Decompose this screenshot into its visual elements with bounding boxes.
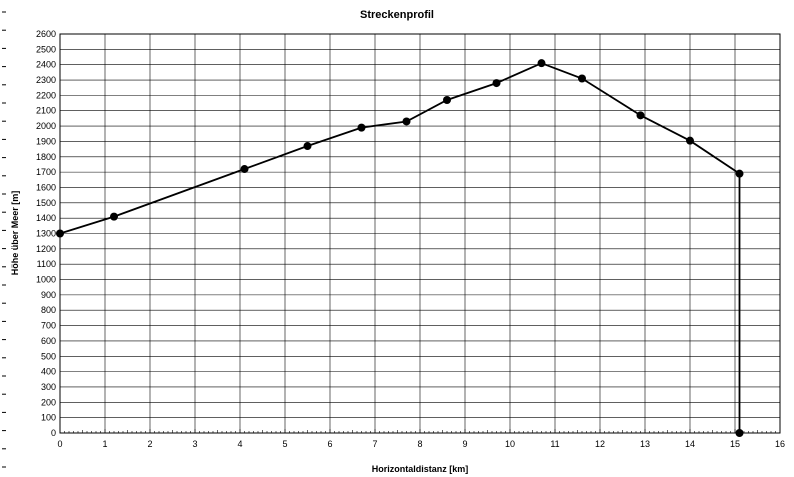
y-tick-label: 700 — [41, 321, 56, 331]
x-tick-label: 12 — [595, 439, 605, 449]
y-tick-label: 2400 — [36, 60, 56, 70]
y-tick-labels: 0 100 200 300 400 500 600 700 800 900 1000 1100 1200… — [36, 29, 56, 438]
series-line — [59, 62, 741, 433]
x-minor-ticks — [59, 429, 781, 433]
y-tick-label: 2500 — [36, 44, 56, 54]
margin-tick-marks — [2, 11, 6, 468]
x-axis-label: Horizontaldistanz [km] — [372, 464, 469, 474]
y-tick-label: 500 — [41, 351, 56, 361]
data-point — [110, 212, 118, 221]
data-point — [56, 229, 64, 238]
x-tick-label: 10 — [505, 439, 515, 449]
x-tick-label: 2 — [147, 439, 152, 449]
data-point — [402, 117, 411, 126]
y-tick-label: 1900 — [36, 136, 56, 146]
y-tick-label: 600 — [41, 336, 56, 346]
x-tick-labels: 0 1 2 3 4 5 6 7 8 9 10 11 12 13 14 15 16 — [57, 439, 785, 449]
x-tick-label: 7 — [372, 439, 377, 449]
y-tick-label: 300 — [41, 382, 56, 392]
data-point — [443, 95, 451, 104]
y-tick-label: 2100 — [36, 106, 56, 116]
x-tick-label: 9 — [462, 439, 467, 449]
data-point — [636, 111, 645, 120]
x-tick-label: 13 — [640, 439, 650, 449]
y-tick-label: 1200 — [36, 244, 56, 254]
y-tick-label: 900 — [41, 290, 56, 300]
data-point — [303, 142, 312, 151]
data-point — [537, 59, 546, 68]
y-tick-label: 100 — [41, 413, 56, 423]
y-tick-label: 1800 — [36, 152, 56, 162]
data-point — [357, 123, 366, 132]
x-tick-label: 4 — [237, 439, 242, 449]
y-tick-label: 2200 — [36, 90, 56, 100]
x-tick-label: 3 — [192, 439, 197, 449]
data-point — [578, 74, 586, 83]
x-tick-label: 16 — [775, 439, 785, 449]
data-point — [735, 429, 744, 437]
y-tick-label: 800 — [41, 305, 56, 315]
y-tick-label: 200 — [41, 397, 56, 407]
data-point — [686, 136, 694, 145]
y-tick-label: 1500 — [36, 198, 56, 208]
y-tick-label: 1600 — [36, 182, 56, 192]
y-tick-label: 0 — [51, 428, 56, 438]
x-tick-label: 11 — [550, 439, 559, 449]
y-tick-label: 1700 — [36, 167, 56, 177]
y-tick-label: 1400 — [36, 213, 56, 223]
y-tick-label: 2600 — [36, 29, 56, 39]
data-point — [735, 169, 744, 178]
x-tick-label: 6 — [327, 439, 332, 449]
data-point — [492, 79, 501, 88]
y-tick-label: 1000 — [36, 275, 56, 285]
x-tick-label: 1 — [102, 439, 107, 449]
x-tick-label: 8 — [417, 439, 422, 449]
chart-title: Streckenprofil — [360, 9, 434, 21]
y-tick-label: 2300 — [36, 75, 56, 85]
y-tick-label: 2000 — [36, 121, 56, 131]
data-point — [240, 165, 249, 174]
x-tick-label: 0 — [57, 439, 62, 449]
grid-lines — [59, 33, 781, 434]
y-tick-label: 1100 — [37, 259, 56, 269]
y-axis-label: Höhe über Meer [m] — [10, 191, 20, 276]
x-tick-label: 5 — [282, 439, 287, 449]
y-tick-label: 1300 — [36, 229, 56, 239]
y-tick-label: 400 — [41, 367, 56, 377]
x-tick-label: 14 — [685, 439, 695, 449]
series-elevation — [56, 59, 744, 437]
x-tick-label: 15 — [730, 439, 740, 449]
